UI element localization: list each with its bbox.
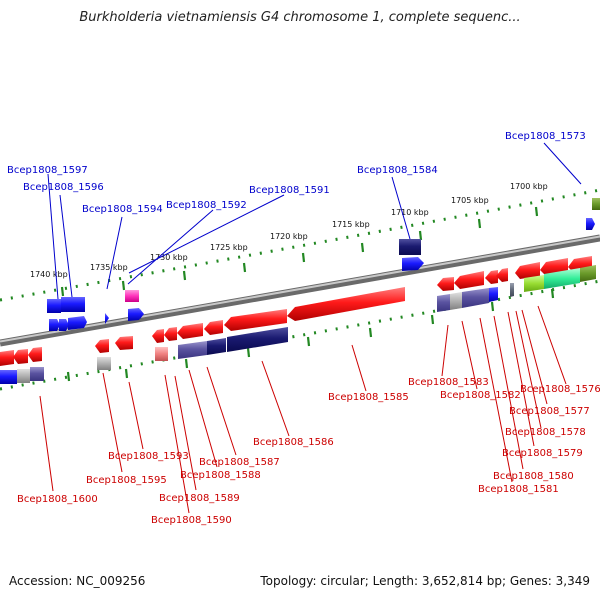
gene-block[interactable]: [510, 283, 514, 297]
gene-arrow[interactable]: [128, 308, 143, 321]
gene-block[interactable]: [97, 357, 111, 370]
gene-label[interactable]: Bcep1808_1591: [249, 185, 330, 196]
gene-block[interactable]: [30, 367, 44, 381]
gene-arrow[interactable]: [13, 349, 28, 364]
gene-label[interactable]: Bcep1808_1595: [86, 475, 167, 486]
gene-label[interactable]: Bcep1808_1594: [82, 204, 163, 215]
reverse-callout-lines: [39, 305, 567, 514]
gene-block[interactable]: [524, 275, 544, 292]
gene-block[interactable]: [450, 292, 462, 310]
gene-arrow[interactable]: [496, 268, 508, 282]
gene-arrow[interactable]: [485, 270, 498, 284]
gene-arrow[interactable]: [204, 320, 223, 335]
kbp-label: 1740 kbp: [30, 270, 68, 279]
genome-summary-text: Topology: circular; Length: 3,652,814 bp…: [260, 574, 590, 588]
gene-label[interactable]: Bcep1808_1589: [159, 493, 240, 504]
gene-arrow[interactable]: [177, 323, 203, 339]
gene-arrow[interactable]: [0, 350, 14, 366]
gene-label[interactable]: Bcep1808_1576: [520, 384, 600, 395]
gene-label[interactable]: Bcep1808_1588: [180, 470, 261, 481]
gene-block[interactable]: [227, 327, 288, 352]
kbp-label: 1725 kbp: [210, 243, 248, 252]
gene-label[interactable]: Bcep1808_1584: [357, 165, 438, 176]
gene-label[interactable]: Bcep1808_1582: [440, 390, 521, 401]
gene-arrow[interactable]: [115, 336, 133, 350]
gene-label[interactable]: Bcep1808_1590: [151, 515, 232, 526]
gene-arrow[interactable]: [49, 319, 60, 331]
map-title: Burkholderia vietnamiensis G4 chromosome…: [79, 10, 521, 25]
gene-label[interactable]: Bcep1808_1583: [408, 377, 489, 388]
gene-block[interactable]: [489, 287, 498, 302]
gene-label[interactable]: Bcep1808_1573: [505, 131, 586, 142]
kbp-label: 1715 kbp: [332, 220, 370, 229]
gene-label[interactable]: Bcep1808_1600: [17, 494, 98, 505]
gene-label[interactable]: Bcep1808_1593: [108, 451, 189, 462]
gene-block[interactable]: [399, 239, 421, 255]
kbp-label: 1710 kbp: [391, 208, 429, 217]
gene-arrow[interactable]: [95, 339, 109, 353]
gene-label[interactable]: Bcep1808_1597: [7, 165, 88, 176]
kbp-label: 1705 kbp: [451, 196, 489, 205]
gene-block[interactable]: [155, 347, 168, 361]
gene-label[interactable]: Bcep1808_1578: [505, 427, 586, 438]
gene-arrow[interactable]: [164, 327, 177, 341]
gene-label[interactable]: Bcep1808_1580: [493, 471, 574, 482]
kbp-label: 1700 kbp: [510, 182, 548, 191]
gene-label[interactable]: Bcep1808_1592: [166, 200, 247, 211]
gene-block[interactable]: [0, 370, 17, 384]
gene-arrow[interactable]: [28, 347, 42, 362]
gene-arrow[interactable]: [59, 319, 69, 331]
gene-arrow[interactable]: [152, 329, 164, 343]
kbp-label: 1730 kbp: [150, 253, 188, 262]
gene-arrow[interactable]: [68, 316, 87, 330]
gene-block[interactable]: [462, 288, 489, 308]
gene-block[interactable]: [207, 338, 226, 355]
kbp-label: 1735 kbp: [90, 263, 128, 272]
gene-block[interactable]: [47, 299, 61, 313]
gene-label[interactable]: Bcep1808_1586: [253, 437, 334, 448]
gene-label[interactable]: Bcep1808_1579: [502, 448, 583, 459]
gene-arrow[interactable]: [402, 257, 424, 271]
gene-arrow[interactable]: [437, 277, 454, 291]
gene-arrow[interactable]: [224, 309, 287, 331]
gene-block[interactable]: [437, 294, 450, 312]
gene-label[interactable]: Bcep1808_1596: [23, 182, 104, 193]
gene-block[interactable]: [544, 268, 580, 289]
gene-arrow[interactable]: [586, 218, 595, 230]
gene-block[interactable]: [580, 265, 596, 282]
gene-arrow[interactable]: [454, 271, 484, 289]
gene-label[interactable]: Bcep1808_1581: [478, 484, 559, 495]
forward-callout-lines: [47, 142, 582, 300]
gene-arrow[interactable]: [140, 309, 144, 319]
gene-arrow[interactable]: [105, 313, 109, 324]
major-ticks: [60, 206, 555, 382]
gene-arrow[interactable]: [515, 262, 540, 279]
gene-block[interactable]: [125, 290, 139, 302]
accession-text: Accession: NC_009256: [9, 574, 146, 588]
gene-block[interactable]: [17, 369, 30, 383]
gene-block[interactable]: [61, 297, 85, 312]
gene-block[interactable]: [592, 198, 600, 210]
gene-label[interactable]: Bcep1808_1587: [199, 457, 280, 468]
gene-arrow[interactable]: [287, 287, 405, 321]
gene-block[interactable]: [178, 341, 207, 359]
gene-label[interactable]: Bcep1808_1577: [509, 406, 590, 417]
kbp-label: 1720 kbp: [270, 232, 308, 241]
gene-label[interactable]: Bcep1808_1585: [328, 392, 409, 403]
